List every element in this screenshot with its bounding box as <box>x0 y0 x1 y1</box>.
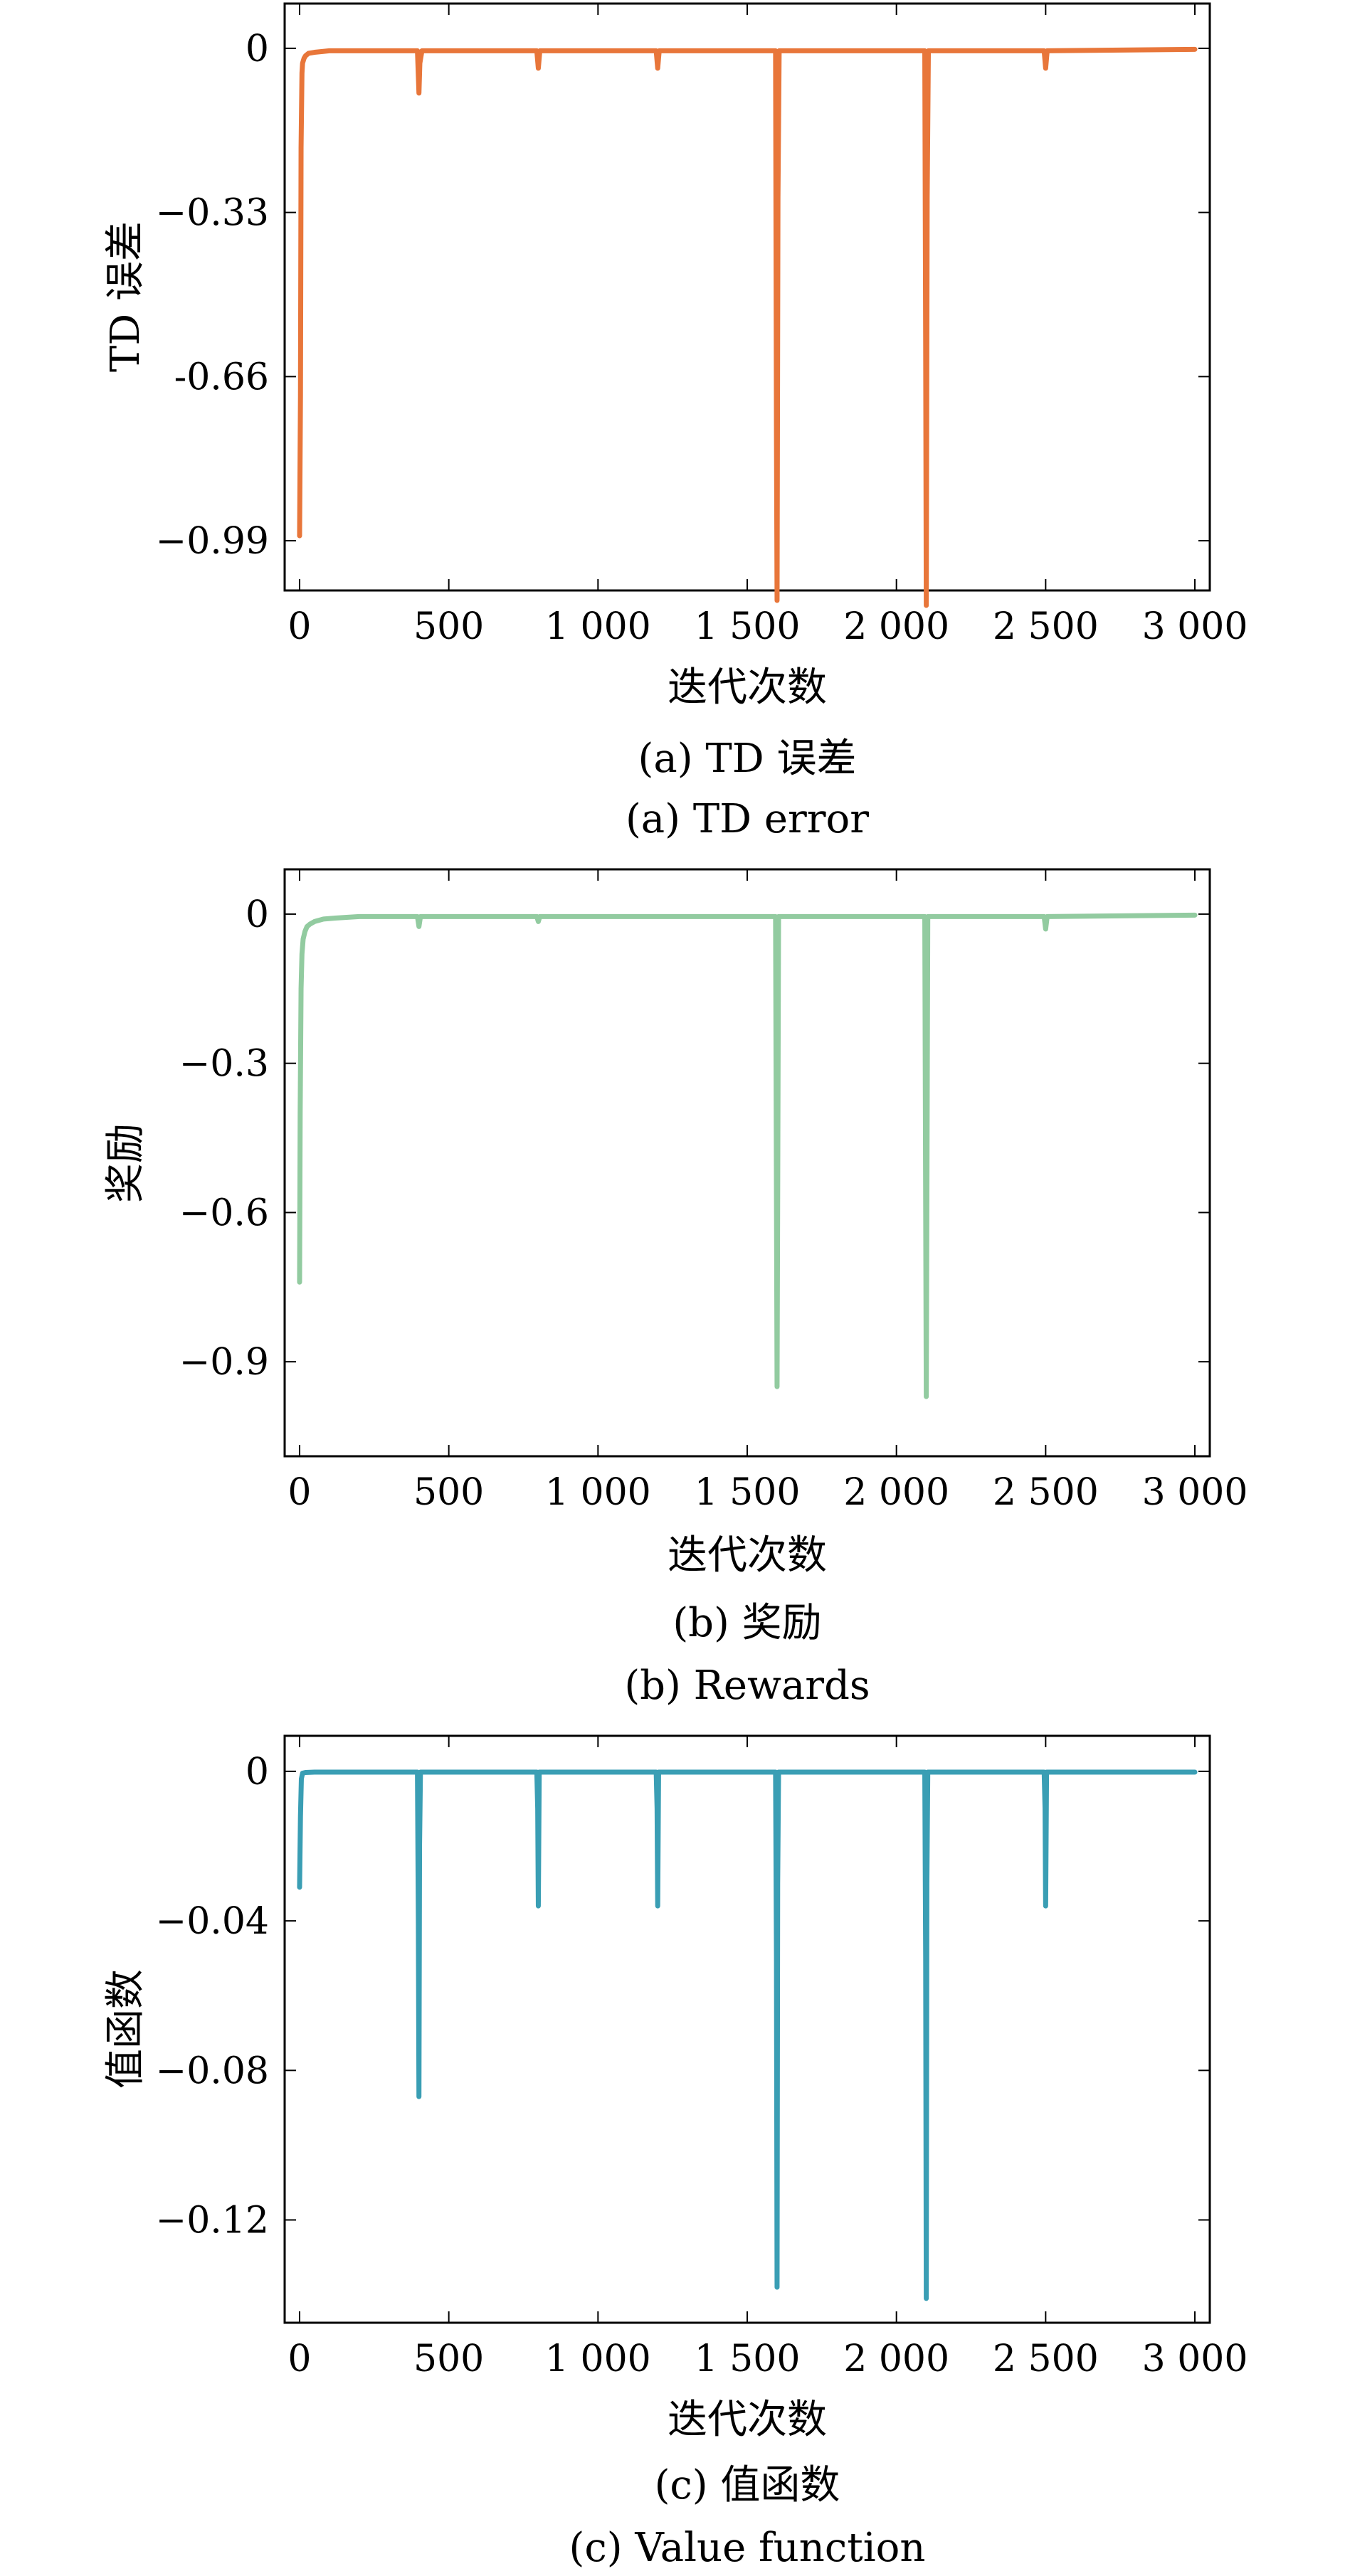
y-tick-label: -0.66 <box>174 356 269 398</box>
data-series <box>297 912 1198 1399</box>
y-tick-label: −0.9 <box>179 1341 269 1384</box>
tick-marks <box>285 1736 1210 2323</box>
x-tick-labels: 0 500 1 000 1 500 2 000 2 500 3 000 <box>288 1471 1248 1514</box>
y-tick-label: −0.08 <box>156 2050 269 2092</box>
x-tick-label: 2 500 <box>993 2338 1099 2380</box>
x-tick-label: 3 000 <box>1142 605 1248 648</box>
x-tick-label: 0 <box>288 1471 311 1514</box>
series-line <box>297 912 1198 1399</box>
x-tick-label: 1 000 <box>545 605 651 648</box>
caption-english: (c) Value function <box>569 2525 926 2571</box>
y-axis-label: 奖励 <box>102 1123 149 1203</box>
x-tick-label: 500 <box>413 1471 484 1514</box>
data-series <box>297 1769 1198 2301</box>
y-tick-label: −0.12 <box>156 2199 269 2242</box>
x-tick-label: 2 000 <box>843 2338 949 2380</box>
x-tick-label: 1 000 <box>545 2338 651 2380</box>
caption-chinese: (c) 值函数 <box>655 2462 840 2508</box>
y-tick-label: 0 <box>246 894 269 936</box>
x-tick-label: 500 <box>413 605 484 648</box>
x-tick-label: 1 500 <box>695 1471 801 1514</box>
y-tick-label: −0.33 <box>156 192 269 235</box>
x-tick-label: 3 000 <box>1142 2338 1248 2380</box>
x-tick-label: 1 000 <box>545 1471 651 1514</box>
x-tick-label: 500 <box>413 2338 484 2380</box>
x-tick-label: 3 000 <box>1142 1471 1248 1514</box>
plot-frame <box>283 1734 1211 2324</box>
panel-rewards: 0 500 1 000 1 500 2 000 2 500 3 000 0 −0.3 −0.6 −… <box>102 868 1248 1709</box>
x-tick-label: 0 <box>288 605 311 648</box>
y-tick-label: −0.99 <box>156 520 269 563</box>
y-axis-label: 值函数 <box>102 1969 149 2089</box>
x-tick-label: 0 <box>288 2338 311 2380</box>
caption-chinese: (b) 奖励 <box>672 1600 821 1646</box>
data-series <box>297 46 1198 608</box>
y-tick-label: −0.04 <box>156 1900 269 1943</box>
x-tick-label: 1 500 <box>695 2338 801 2380</box>
plot-frame <box>283 868 1211 1458</box>
y-tick-labels: 0 −0.04 −0.08 −0.12 <box>156 1751 269 2242</box>
y-tick-labels: 0 −0.3 −0.6 −0.9 <box>179 894 269 1384</box>
caption-english: (a) TD error <box>626 796 869 842</box>
x-axis-label: 迭代次数 <box>668 1532 827 1579</box>
y-tick-label: 0 <box>246 1751 269 1793</box>
x-tick-labels: 0 500 1 000 1 500 2 000 2 500 3 000 <box>288 605 1248 648</box>
x-tick-label: 2 500 <box>993 1471 1099 1514</box>
tick-marks <box>285 4 1210 590</box>
x-tick-label: 2 500 <box>993 605 1099 648</box>
x-axis-label: 迭代次数 <box>668 664 827 711</box>
x-tick-label: 1 500 <box>695 605 801 648</box>
x-tick-label: 2 000 <box>843 605 949 648</box>
x-tick-labels: 0 500 1 000 1 500 2 000 2 500 3 000 <box>288 2338 1248 2380</box>
tick-marks <box>285 869 1210 1456</box>
panel-value-function: 0 500 1 000 1 500 2 000 2 500 3 000 0 −0.04 −0.0… <box>102 1734 1248 2571</box>
x-tick-label: 2 000 <box>843 1471 949 1514</box>
y-tick-label: 0 <box>246 28 269 70</box>
x-axis-label: 迭代次数 <box>668 2397 827 2443</box>
y-axis-label: TD 误差 <box>102 221 149 372</box>
caption-chinese: (a) TD 误差 <box>638 736 857 782</box>
series-line <box>297 46 1198 608</box>
y-tick-label: −0.3 <box>179 1043 269 1086</box>
panel-td-error: 0 500 1 000 1 500 2 000 2 500 3 000 0 −0.33 -0.6… <box>102 2 1248 842</box>
caption-english: (b) Rewards <box>624 1663 870 1709</box>
plot-frame <box>283 2 1211 592</box>
y-tick-label: −0.6 <box>179 1192 269 1234</box>
series-line <box>297 1769 1198 2301</box>
y-tick-labels: 0 −0.33 -0.66 −0.99 <box>156 28 269 563</box>
